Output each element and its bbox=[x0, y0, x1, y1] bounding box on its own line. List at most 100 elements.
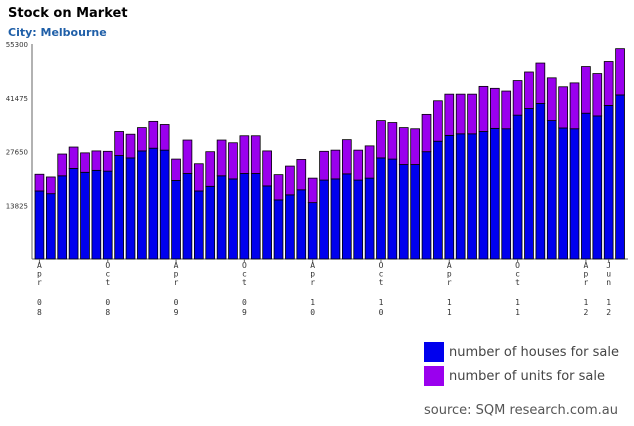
x-tick-month: A bbox=[310, 261, 315, 270]
bar-units bbox=[102, 150, 113, 172]
bar-houses bbox=[615, 94, 625, 260]
bar-units bbox=[319, 150, 329, 181]
bar-units bbox=[455, 93, 466, 135]
x-tick-month: c bbox=[379, 270, 384, 279]
x-tick-year: 9 bbox=[174, 308, 179, 317]
bar-units bbox=[615, 48, 625, 96]
chart-title: Stock on Market bbox=[8, 6, 128, 21]
y-tick-label: 13825 bbox=[6, 202, 28, 210]
x-tick-year: 2 bbox=[606, 308, 611, 317]
bar-houses bbox=[125, 157, 136, 260]
bar-houses bbox=[478, 131, 489, 260]
bar-houses bbox=[91, 169, 102, 260]
x-tick-month: r bbox=[37, 278, 42, 287]
x-tick-month: r bbox=[583, 278, 588, 287]
chart-subtitle: City: Melbourne bbox=[8, 26, 107, 39]
bar-houses bbox=[581, 112, 591, 260]
x-tick-month: A bbox=[447, 261, 452, 270]
x-tick-year: 9 bbox=[242, 308, 247, 317]
x-tick-month: c bbox=[242, 270, 247, 279]
x-tick-month: r bbox=[310, 278, 315, 287]
x-tick-month: n bbox=[606, 278, 611, 287]
bar-units bbox=[125, 133, 136, 159]
x-tick-year: 1 bbox=[515, 298, 520, 307]
bar-units bbox=[398, 127, 409, 165]
x-tick-month: p bbox=[583, 270, 588, 279]
bar-houses bbox=[80, 171, 90, 260]
y-tick-label: 41475 bbox=[6, 95, 28, 103]
bar-units bbox=[330, 149, 341, 180]
x-tick-month: O bbox=[515, 261, 520, 270]
bar-units bbox=[250, 135, 261, 174]
x-tick-month: t bbox=[379, 278, 384, 287]
bar-units bbox=[478, 85, 489, 132]
x-tick-month: p bbox=[310, 270, 315, 279]
x-tick-year: 1 bbox=[379, 298, 384, 307]
bar-units bbox=[512, 80, 523, 116]
bar-units bbox=[421, 113, 432, 153]
bar-houses bbox=[569, 128, 580, 260]
bar-houses bbox=[512, 114, 523, 260]
bar-units bbox=[273, 174, 284, 201]
x-tick-month: O bbox=[105, 261, 110, 270]
bar-units bbox=[467, 93, 477, 135]
bar-houses bbox=[228, 178, 238, 260]
bar-units bbox=[239, 135, 250, 174]
x-tick-month: A bbox=[583, 261, 588, 270]
bar-houses bbox=[114, 155, 124, 260]
bar-units bbox=[307, 177, 318, 204]
bar-units bbox=[296, 159, 307, 191]
bar-houses bbox=[524, 108, 534, 260]
bar-units bbox=[34, 173, 45, 192]
x-tick-month: p bbox=[37, 270, 42, 279]
bar-units bbox=[376, 120, 386, 159]
bar-houses bbox=[376, 157, 386, 260]
bar-units bbox=[285, 165, 295, 196]
bar-houses bbox=[239, 173, 250, 260]
bar-units bbox=[45, 176, 56, 195]
bar-houses bbox=[216, 175, 227, 260]
x-tick-year: 0 bbox=[37, 298, 42, 307]
bar-units bbox=[159, 124, 170, 151]
x-tick-month: r bbox=[447, 278, 452, 287]
x-tick-month: J bbox=[606, 261, 611, 270]
x-tick-year: 0 bbox=[105, 298, 110, 307]
y-tick-label: 55300 bbox=[6, 41, 28, 49]
x-tick-year: 0 bbox=[174, 298, 179, 307]
bar-houses bbox=[467, 133, 477, 260]
bar-units bbox=[558, 86, 568, 129]
bar-houses bbox=[558, 127, 568, 260]
legend-swatch-units bbox=[424, 366, 444, 386]
bar-houses bbox=[57, 175, 68, 260]
bar-units bbox=[524, 71, 534, 109]
bar-houses bbox=[45, 193, 56, 260]
bar-units bbox=[444, 93, 455, 136]
bar-houses bbox=[387, 158, 398, 260]
bar-houses bbox=[193, 190, 204, 260]
bar-units bbox=[535, 62, 546, 104]
x-tick-year: 1 bbox=[447, 298, 452, 307]
bar-houses bbox=[307, 202, 318, 260]
x-tick-year: 1 bbox=[515, 308, 520, 317]
y-tick-label: 27650 bbox=[6, 149, 28, 157]
x-tick-year: 0 bbox=[310, 308, 315, 317]
x-tick-month: r bbox=[174, 278, 179, 287]
source-note: source: SQM research.com.au bbox=[424, 403, 618, 418]
x-tick-month: A bbox=[37, 261, 42, 270]
bar-houses bbox=[319, 179, 329, 260]
bar-houses bbox=[182, 173, 193, 260]
legend-label-units: number of units for sale bbox=[449, 368, 605, 384]
x-tick-year: 8 bbox=[105, 308, 110, 317]
bar-units bbox=[341, 139, 352, 175]
bar-houses bbox=[68, 168, 79, 260]
bar-houses bbox=[102, 170, 113, 260]
bar-units bbox=[91, 150, 102, 171]
bar-units bbox=[216, 139, 227, 177]
bar-units bbox=[137, 127, 147, 152]
x-tick-month: t bbox=[515, 278, 520, 287]
x-tick-year: 8 bbox=[37, 308, 42, 317]
legend-label-houses: number of houses for sale bbox=[449, 344, 619, 360]
x-tick-year: 1 bbox=[606, 298, 611, 307]
x-tick-month: c bbox=[515, 270, 520, 279]
